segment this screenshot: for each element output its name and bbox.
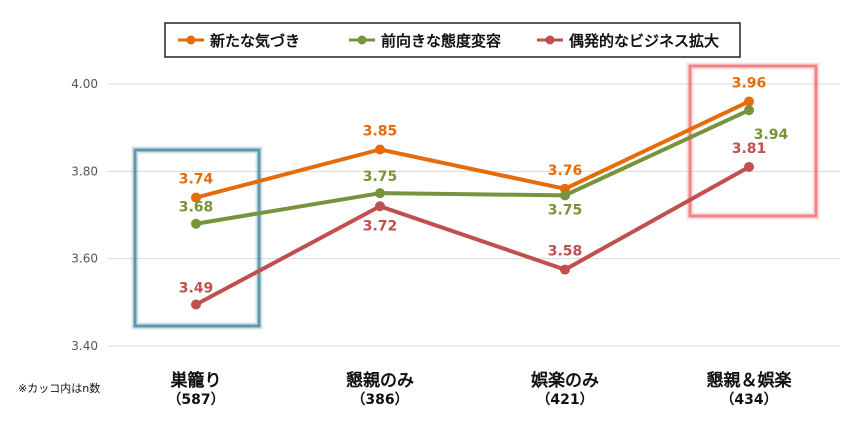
y-axis-ticks: 3.40 3.60 3.80 4.00 bbox=[71, 77, 98, 353]
data-label: 3.94 bbox=[754, 127, 789, 143]
data-point bbox=[375, 201, 385, 212]
data-label: 3.96 bbox=[732, 75, 767, 91]
category-label: 懇親のみ bbox=[346, 370, 414, 391]
highlight-boxes bbox=[131, 62, 820, 330]
data-point bbox=[744, 105, 754, 116]
legend-marker bbox=[357, 35, 367, 45]
category-count: （386） bbox=[351, 392, 408, 408]
legend-marker bbox=[545, 35, 555, 45]
data-label: 3.58 bbox=[548, 244, 583, 260]
data-label: 3.81 bbox=[732, 141, 767, 157]
data-point bbox=[375, 188, 385, 199]
legend-label: 新たな気づき bbox=[210, 32, 300, 50]
highlight-box-red bbox=[688, 64, 818, 218]
data-label: 3.76 bbox=[548, 163, 583, 179]
series-lines bbox=[194, 99, 751, 307]
data-label: 3.85 bbox=[363, 124, 398, 140]
data-label: 3.75 bbox=[363, 169, 398, 185]
category-labels: 巣籠り（587） 懇親のみ（386） 娯楽のみ（421） 懇親＆娯楽（434） bbox=[167, 370, 792, 408]
category-count: （587） bbox=[167, 392, 224, 408]
data-point bbox=[560, 264, 570, 275]
data-point bbox=[744, 96, 754, 107]
data-label: 3.74 bbox=[179, 172, 214, 188]
legend: 新たな気づき 前向きな態度変容 偶発的なビジネス拡大 bbox=[164, 22, 741, 58]
data-label: 3.75 bbox=[548, 202, 583, 218]
data-label: 3.49 bbox=[179, 281, 214, 297]
legend-marker bbox=[186, 35, 196, 45]
sample-size-note: ※カッコ内はn数 bbox=[18, 381, 100, 395]
category-count: （434） bbox=[720, 392, 777, 408]
legend-label: 前向きな態度変容 bbox=[381, 32, 501, 50]
highlight-glow-red bbox=[686, 62, 820, 220]
highlight-glow-blue bbox=[131, 146, 263, 330]
data-point bbox=[191, 218, 201, 229]
y-tick-label: 3.40 bbox=[71, 339, 98, 353]
series-points bbox=[191, 96, 754, 310]
legend-label: 偶発的なビジネス拡大 bbox=[569, 32, 719, 50]
y-tick-label: 3.80 bbox=[71, 164, 98, 178]
data-point bbox=[191, 192, 201, 203]
series-line bbox=[194, 108, 751, 226]
series-line bbox=[194, 99, 751, 200]
data-point bbox=[560, 190, 570, 201]
category-label: 巣籠り bbox=[170, 370, 222, 391]
category-label: 娯楽のみ bbox=[531, 370, 599, 391]
data-label: 3.72 bbox=[363, 218, 398, 234]
data-point bbox=[375, 144, 385, 155]
legend-box bbox=[164, 22, 741, 58]
data-point bbox=[191, 299, 201, 310]
category-count: （421） bbox=[536, 392, 593, 408]
data-labels: 3.74 3.85 3.76 3.96 3.68 3.75 3.75 3.94 3.49 3.72… bbox=[179, 75, 789, 296]
y-tick-label: 4.00 bbox=[71, 77, 98, 91]
category-label: 懇親＆娯楽 bbox=[707, 370, 793, 391]
data-point bbox=[744, 161, 754, 172]
highlight-box-blue bbox=[133, 148, 261, 328]
y-tick-label: 3.60 bbox=[71, 252, 98, 266]
data-label: 3.68 bbox=[179, 200, 214, 216]
series-line bbox=[194, 164, 751, 307]
